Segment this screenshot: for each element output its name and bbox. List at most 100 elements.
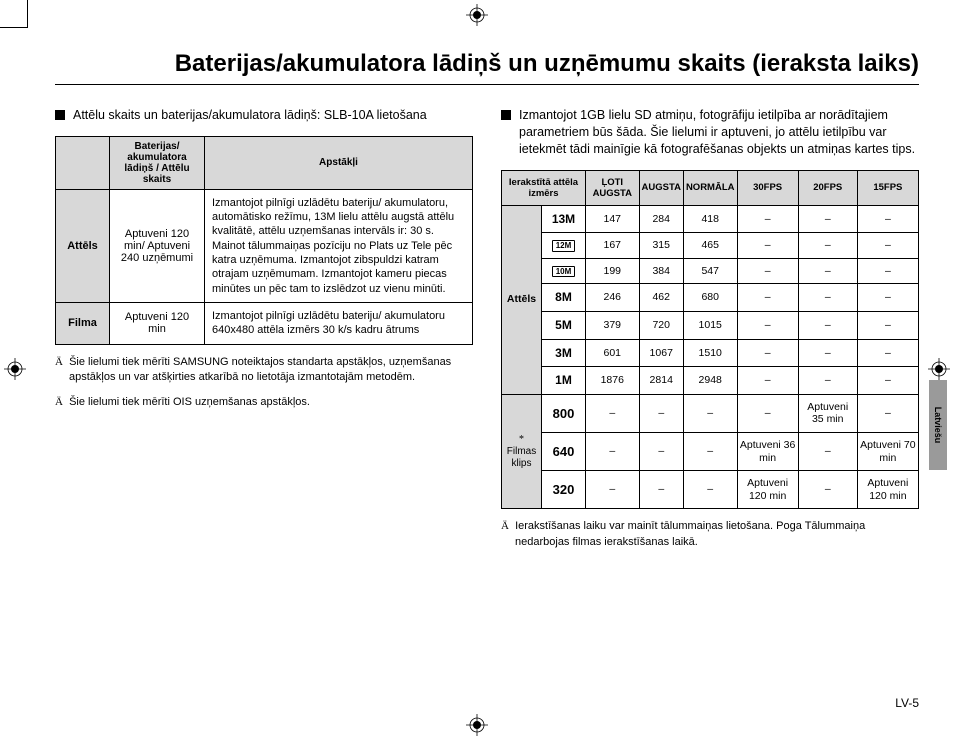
cell-value: Aptuveni 120 min/ Aptuveni 240 uzņēmumi [110, 189, 205, 302]
data-cell: – [737, 394, 798, 432]
data-cell: Aptuveni 36 min [737, 432, 798, 470]
size-cell: 8M [542, 284, 586, 312]
data-cell: – [798, 367, 857, 395]
page-title: Baterijas/akumulatora lādiņš un uzņēmumu… [55, 50, 919, 85]
data-cell: 418 [683, 205, 737, 233]
cell-conditions: Izmantojot pilnīgi uzlādētu bateriju/ ak… [205, 189, 473, 302]
size-cell: 320 [542, 471, 586, 509]
data-cell: – [586, 471, 640, 509]
data-cell: 199 [586, 258, 640, 284]
page-number: LV-5 [895, 696, 919, 710]
footnote-text: Ierakstīšanas laiku var mainīt tālummaiņ… [515, 520, 865, 547]
data-cell: – [798, 312, 857, 340]
data-cell: 1067 [639, 339, 683, 367]
data-cell: – [798, 284, 857, 312]
data-cell: 547 [683, 258, 737, 284]
data-cell: – [737, 205, 798, 233]
data-cell: 465 [683, 233, 737, 259]
crop-mark [27, 0, 28, 28]
data-cell: – [798, 339, 857, 367]
data-cell: – [798, 205, 857, 233]
data-cell: 315 [639, 233, 683, 259]
data-cell: – [798, 432, 857, 470]
th-size: Ierakstītā attēla izmērs [502, 170, 586, 205]
footnote-text: Šie lielumi tiek mērīti SAMSUNG noteikta… [69, 356, 451, 383]
data-cell: 284 [639, 205, 683, 233]
data-cell: Aptuveni 70 min [857, 432, 918, 470]
registration-mark-icon [928, 358, 950, 380]
footnote-text: Šie lielumi tiek mērīti OIS uzņemšanas a… [69, 396, 310, 408]
data-cell: Aptuveni 120 min [857, 471, 918, 509]
crop-mark [0, 27, 28, 28]
page-content: Baterijas/akumulatora lādiņš un uzņēmumu… [55, 50, 919, 710]
size-cell: 10M [542, 258, 586, 284]
data-cell: 680 [683, 284, 737, 312]
data-cell: – [857, 339, 918, 367]
size-cell: 3M [542, 339, 586, 367]
th: 20FPS [798, 170, 857, 205]
size-cell: 640 [542, 432, 586, 470]
row-label: Filma [56, 302, 110, 344]
data-cell: Aptuveni 35 min [798, 394, 857, 432]
th-charge: Baterijas/ akumulatora lādiņš / Attēlu s… [110, 136, 205, 189]
data-cell: – [737, 312, 798, 340]
size-cell: 5M [542, 312, 586, 340]
data-cell: 246 [586, 284, 640, 312]
th: 15FPS [857, 170, 918, 205]
data-cell: – [857, 205, 918, 233]
footnote: Ä Šie lielumi tiek mērīti OIS uzņemšanas… [55, 395, 473, 410]
th: AUGSTA [639, 170, 683, 205]
data-cell: – [857, 312, 918, 340]
registration-mark-icon [466, 4, 488, 26]
data-cell: – [857, 258, 918, 284]
data-cell: – [857, 233, 918, 259]
cell-conditions: Izmantojot pilnīgi uzlādētu bateriju/ ak… [205, 302, 473, 344]
data-cell: – [737, 339, 798, 367]
capacity-table: Ierakstītā attēla izmērs ĻOTI AUGSTA AUG… [501, 170, 919, 510]
data-cell: 601 [586, 339, 640, 367]
data-cell: – [639, 471, 683, 509]
cell-value: Aptuveni 120 min [110, 302, 205, 344]
th: 30FPS [737, 170, 798, 205]
data-cell: 147 [586, 205, 640, 233]
left-column: Attēlu skaits un baterijas/akumulatora l… [55, 107, 473, 550]
right-column: Izmantojot 1GB lielu SD atmiņu, fotogrāf… [501, 107, 919, 550]
data-cell: – [857, 367, 918, 395]
data-cell: – [798, 233, 857, 259]
data-cell: – [639, 432, 683, 470]
data-cell: – [737, 284, 798, 312]
data-cell: – [737, 258, 798, 284]
data-cell: 1876 [586, 367, 640, 395]
registration-mark-icon [466, 714, 488, 736]
data-cell: 384 [639, 258, 683, 284]
footnote: Ä Ierakstīšanas laiku var mainīt tālumma… [501, 519, 919, 550]
square-bullet-icon [55, 110, 65, 120]
registration-mark-icon [4, 358, 26, 380]
th: ĻOTI AUGSTA [586, 170, 640, 205]
data-cell: 2948 [683, 367, 737, 395]
th-conditions: Apstākļi [205, 136, 473, 189]
th-blank [56, 136, 110, 189]
intro-text: Attēlu skaits un baterijas/akumulatora l… [73, 107, 427, 124]
data-cell: – [798, 258, 857, 284]
data-cell: 379 [586, 312, 640, 340]
data-cell: – [683, 471, 737, 509]
data-cell: – [586, 394, 640, 432]
language-label: Latviešu [933, 407, 943, 444]
data-cell: 1015 [683, 312, 737, 340]
left-intro: Attēlu skaits un baterijas/akumulatora l… [55, 107, 473, 124]
data-cell: – [683, 394, 737, 432]
size-cell: 12M [542, 233, 586, 259]
square-bullet-icon [501, 110, 511, 120]
data-cell: – [857, 284, 918, 312]
data-cell: 2814 [639, 367, 683, 395]
size-cell: 1M [542, 367, 586, 395]
data-cell: – [737, 233, 798, 259]
data-cell: – [857, 394, 918, 432]
group-label: * Filmas klips [502, 394, 542, 509]
data-cell: 462 [639, 284, 683, 312]
data-cell: – [639, 394, 683, 432]
data-cell: – [798, 471, 857, 509]
data-cell: 167 [586, 233, 640, 259]
intro-text: Izmantojot 1GB lielu SD atmiņu, fotogrāf… [519, 107, 919, 158]
